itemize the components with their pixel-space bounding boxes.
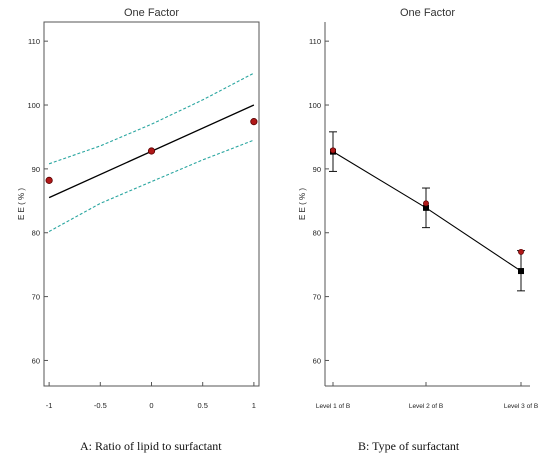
panel-b-y-tick-label: 90 [313,165,321,174]
panel-b-title: One Factor [400,7,455,19]
panel-a-x-tick-label: 0 [149,401,153,410]
panel-b-x-tick-label: Level 3 of B [504,403,538,410]
panel-a-x-tick-label: 0.5 [197,401,207,410]
panel-a-lower-ci-line [48,139,255,232]
panel-a-y-tick-label: 110 [28,37,40,46]
panel-a-observed-point [250,118,258,126]
panel-a-observed-point [45,176,53,184]
panel-b-prediction-line [332,151,522,272]
panel-b-predicted-marker [518,268,524,275]
panel-b-y-tick-label: 80 [313,229,321,238]
panel-b-observed-point [518,248,524,255]
panel-b-caption: B: Type of surfactant [358,439,460,453]
panel-b-y-axis-label: E E ( % ) [298,188,307,220]
panel-b-y-tick-label: 60 [313,356,321,365]
panel-b-x-tick-label: Level 1 of B [316,403,350,410]
panel-a-title: One Factor [124,7,179,19]
panel-a-x-tick-label: -1 [46,401,53,410]
panel-a-y-tick-label: 70 [32,293,40,302]
panel-a-y-tick-label: 100 [27,101,40,110]
panel-a-caption: A: Ratio of lipid to surfactant [80,439,222,453]
panel-a-y-tick-label: 90 [32,165,40,174]
panel-a-y-tick-label: 80 [32,229,40,238]
panel-b-y-tick-label: 100 [308,101,321,110]
panel-a-x-tick-label: 1 [252,401,256,410]
panel-b-predicted-marker [423,204,429,211]
panel-a-y-tick-label: 60 [32,356,40,365]
panel-b-x-tick-label: Level 2 of B [409,403,443,410]
panel-b-y-tick-label: 70 [313,293,321,302]
panel-a-upper-ci-line [48,72,255,165]
panel-b-y-tick-label: 110 [309,37,321,46]
panel-a-observed-point [147,147,156,155]
panel-a-y-axis-label: E E ( % ) [17,188,26,220]
panel-a-x-tick-label: -0.5 [94,401,107,410]
panel-b-observed-point [423,200,429,207]
panel-a-plot-frame [43,21,260,387]
panel-b-observed-point [330,147,336,154]
